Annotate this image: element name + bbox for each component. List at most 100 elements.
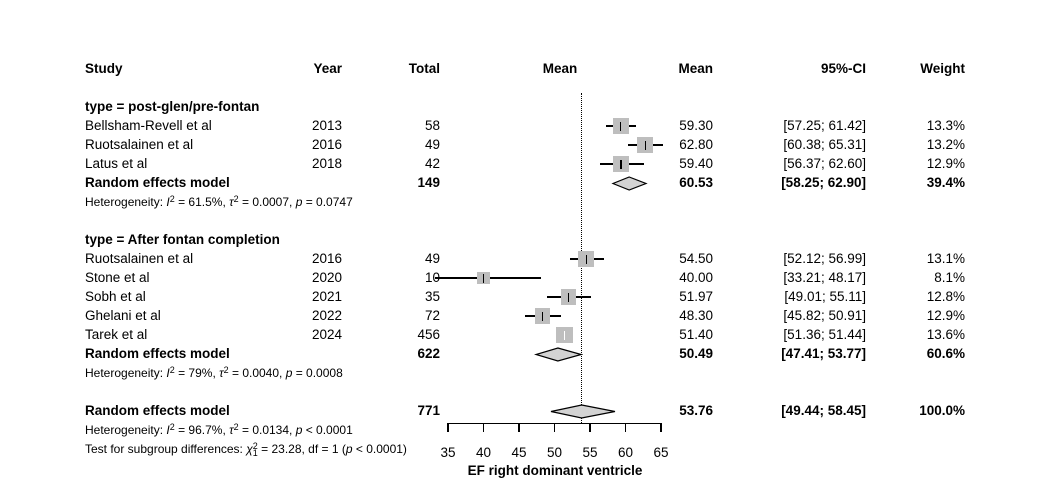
overall-label: Random effects model <box>85 403 230 418</box>
study-ci: [51.36; 51.44] <box>783 327 866 342</box>
study-weight: 12.9% <box>926 308 965 323</box>
study-mean: 54.50 <box>679 251 713 266</box>
x-axis-tick-label: 55 <box>582 445 598 460</box>
text-segment: χ <box>246 442 253 456</box>
study-weight: 13.3% <box>926 118 965 133</box>
pooled-mean: 50.49 <box>679 346 713 361</box>
text-segment: 2 <box>233 421 239 432</box>
study-ci: [57.25; 61.42] <box>783 118 866 133</box>
study-total: 456 <box>417 327 440 342</box>
x-axis-tick <box>518 423 520 432</box>
study-mean: 59.40 <box>679 156 713 171</box>
pooled-mean: 60.53 <box>679 175 713 190</box>
study-weight: 8.1% <box>934 270 965 285</box>
study-weight: 13.2% <box>926 137 965 152</box>
study-weight: 12.9% <box>926 156 965 171</box>
study-mean: 48.30 <box>679 308 713 323</box>
column-header-weight: Weight <box>920 61 965 76</box>
x-axis-tick <box>447 423 449 432</box>
effect-tick <box>620 159 623 169</box>
study-year: 2020 <box>311 270 342 285</box>
pooled-ci: [58.25; 62.90] <box>781 175 866 190</box>
text-segment: 1 <box>252 448 258 458</box>
x-axis-tick <box>589 423 591 432</box>
text-segment: p <box>295 195 303 209</box>
group-label: type = post-glen/pre-fontan <box>85 99 260 114</box>
overall-ci: [49.44; 58.45] <box>781 403 866 418</box>
pooled-diamond <box>534 346 584 362</box>
effect-tick <box>541 311 544 321</box>
column-header-ci: 95%-CI <box>820 61 866 76</box>
text-segment: 2 <box>252 440 258 451</box>
effect-tick <box>619 121 622 131</box>
study-name: Ghelani et al <box>85 308 161 323</box>
effect-tick <box>567 292 570 302</box>
group-label: type = After fontan completion <box>85 232 280 247</box>
study-year: 2016 <box>311 137 342 152</box>
study-year: 2013 <box>311 118 342 133</box>
study-mean: 62.80 <box>679 137 713 152</box>
text-segment: 2 <box>233 193 239 204</box>
x-axis-tick <box>624 423 627 432</box>
study-total: 49 <box>424 137 440 152</box>
pooled-diamond <box>550 403 615 419</box>
study-weight: 13.1% <box>926 251 965 266</box>
study-year: 2018 <box>311 156 342 171</box>
study-mean: 40.00 <box>679 270 713 285</box>
study-name: Latus et al <box>85 156 148 171</box>
study-year: 2024 <box>311 327 342 342</box>
column-header-year: Year <box>313 61 342 76</box>
x-axis-tick-label: 40 <box>475 445 492 460</box>
study-name: Bellsham-Revell et al <box>85 118 212 133</box>
study-total: 42 <box>424 156 440 171</box>
subgroup-test-note: Test for subgroup differences: χ21 = 23.… <box>85 440 407 459</box>
text-segment: 2 <box>223 364 229 375</box>
text-segment: 2 <box>169 421 175 432</box>
study-name: Sobh et al <box>85 289 146 304</box>
x-axis-tick-label: 35 <box>440 445 456 460</box>
study-ci: [56.37; 62.60] <box>783 156 866 171</box>
study-total: 49 <box>424 251 440 266</box>
text-segment: 2 <box>169 364 175 375</box>
x-axis-tick-label: 45 <box>511 445 527 460</box>
pooled-weight: 60.6% <box>926 346 965 361</box>
study-ci: [60.38; 65.31] <box>783 137 866 152</box>
x-axis-title: EF right dominant ventricle <box>467 463 643 478</box>
pooled-ci: [47.41; 53.77] <box>781 346 866 361</box>
text-segment: 2 <box>169 193 175 204</box>
text-segment: I <box>166 423 170 437</box>
x-axis-tick <box>553 423 556 432</box>
study-total: 72 <box>424 308 440 323</box>
text-segment: τ <box>219 366 224 380</box>
pooled-label: Random effects model <box>85 346 230 361</box>
study-total: 58 <box>424 118 440 133</box>
study-mean: 59.30 <box>679 118 713 133</box>
study-total: 35 <box>424 289 440 304</box>
text-segment: I <box>166 366 170 380</box>
study-weight: 13.6% <box>926 327 965 342</box>
study-ci: [52.12; 56.99] <box>783 251 866 266</box>
pooled-weight: 39.4% <box>926 175 965 190</box>
heterogeneity-note: Heterogeneity: I2 = 61.5%, τ2 = 0.0007, … <box>85 193 353 210</box>
heterogeneity-note: Heterogeneity: I2 = 96.7%, τ2 = 0.0134, … <box>85 421 353 438</box>
study-year: 2016 <box>311 251 342 266</box>
study-weight: 12.8% <box>926 289 965 304</box>
text-segment: τ <box>229 423 234 437</box>
text-segment: I <box>166 195 170 209</box>
pooled-label: Random effects model <box>85 175 230 190</box>
pooled-total: 622 <box>417 346 440 361</box>
pooled-total: 149 <box>417 175 440 190</box>
text-segment: τ <box>229 195 234 209</box>
column-header-total: Total <box>408 61 440 76</box>
study-mean: 51.97 <box>679 289 713 304</box>
study-mean: 51.40 <box>679 327 713 342</box>
column-header-mean: Mean <box>678 61 713 76</box>
overall-weight: 100.0% <box>919 403 965 418</box>
study-name: Ruotsalainen et al <box>85 251 194 266</box>
study-ci: [33.21; 48.17] <box>783 270 866 285</box>
pooled-diamond <box>611 175 648 191</box>
x-axis-tick <box>660 423 662 432</box>
effect-tick <box>482 273 485 283</box>
study-year: 2022 <box>311 308 342 323</box>
